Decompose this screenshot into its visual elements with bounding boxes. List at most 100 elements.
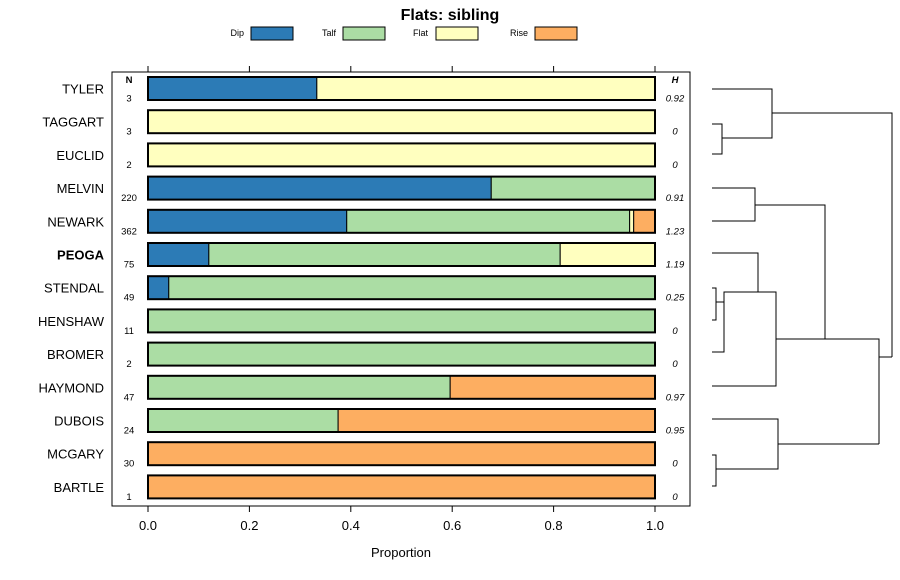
bar-outline-tyler — [147, 76, 656, 101]
n-value-dubois: 24 — [124, 426, 135, 437]
x-tick-label-5: 1.0 — [646, 518, 664, 533]
bar-segment-peoga-flat — [559, 242, 656, 267]
bar-outline-haymond — [147, 374, 656, 400]
x-axis-title: Proportion — [371, 545, 431, 560]
x-tick-label-1: 0.2 — [240, 518, 258, 533]
bar-segment-newark-talf — [346, 209, 631, 234]
legend-swatch-rise — [534, 26, 578, 41]
bar-outline-mcgary — [147, 441, 656, 467]
row-label-newark: NEWARK — [47, 214, 104, 229]
row-label-henshaw: HENSHAW — [38, 314, 105, 329]
row-label-bartle: BARTLE — [54, 480, 105, 495]
h-value-peoga: 1.19 — [666, 260, 685, 271]
bar-outline-newark — [147, 208, 656, 234]
row-tyler: TYLER 3 0.92 — [62, 76, 685, 105]
h-value-stendal: 0.25 — [666, 293, 685, 304]
legend-swatch-talf — [342, 26, 386, 41]
n-value-bromer: 2 — [126, 359, 131, 370]
row-label-stendal: STENDAL — [44, 281, 104, 296]
bar-segment-bromer-talf — [147, 342, 656, 367]
bar-segment-stendal-talf — [168, 275, 656, 300]
legend-label-talf: Talf — [322, 28, 337, 38]
legend-swatch-flat — [435, 26, 479, 41]
dendrogram-branch-1 — [772, 112, 893, 357]
x-tick-label-0: 0.0 — [139, 518, 157, 533]
dendrogram-branch-6 — [712, 418, 779, 487]
h-value-newark: 1.23 — [666, 226, 685, 237]
row-dubois: DUBOIS 24 0.95 — [54, 408, 685, 437]
row-label-haymond: HAYMOND — [39, 380, 104, 395]
h-value-euclid: 0 — [672, 160, 678, 171]
row-label-bromer: BROMER — [47, 347, 104, 362]
row-label-euclid: EUCLID — [56, 148, 104, 163]
top-axis-ticks — [147, 66, 656, 72]
x-tick-label-2: 0.4 — [342, 518, 360, 533]
dendrogram-branch-4 — [712, 291, 777, 387]
n-value-henshaw: 11 — [124, 326, 134, 337]
n-value-taggart: 3 — [126, 127, 131, 138]
h-value-taggart: 0 — [672, 127, 678, 138]
bar-outline-peoga — [147, 242, 656, 267]
bar-segment-bartle-rise — [147, 474, 656, 499]
bar-segment-newark-rise — [633, 209, 656, 234]
legend-label-rise: Rise — [510, 28, 528, 38]
bar-segment-tyler-dip — [147, 76, 318, 101]
dendrogram-branch-0 — [712, 88, 773, 155]
bar-outline-bartle — [147, 474, 656, 500]
row-stendal: STENDAL 49 0.25 — [44, 275, 685, 304]
row-bromer: BROMER 2 0 — [47, 341, 678, 370]
bar-segment-mcgary-rise — [147, 441, 656, 466]
n-value-bartle: 1 — [126, 492, 131, 503]
x-axis: 0.0 0.2 0.4 0.6 0.8 1.0 — [139, 506, 664, 533]
n-value-melvin: 220 — [121, 193, 137, 204]
bar-segment-henshaw-talf — [147, 308, 656, 333]
legend-swatch-dip — [250, 26, 294, 41]
h-value-haymond: 0.97 — [666, 392, 685, 403]
h-value-bromer: 0 — [672, 359, 678, 370]
bar-outline-melvin — [147, 175, 656, 201]
n-value-mcgary: 30 — [124, 459, 135, 470]
bar-segment-peoga-dip — [147, 242, 210, 267]
row-label-mcgary: MCGARY — [47, 447, 104, 462]
bar-segment-newark-dip — [147, 209, 348, 234]
row-henshaw: HENSHAW 11 0 — [38, 308, 678, 337]
row-label-melvin: MELVIN — [57, 181, 104, 196]
h-column-header: H — [672, 75, 680, 86]
legend-label-flat: Flat — [413, 28, 429, 38]
bar-outline-taggart — [147, 109, 656, 135]
row-haymond: HAYMOND 47 0.97 — [39, 374, 685, 403]
bar-outline-bromer — [147, 341, 656, 367]
h-value-mcgary: 0 — [672, 459, 678, 470]
row-melvin: MELVIN 220 0.91 — [57, 175, 685, 204]
h-value-dubois: 0.95 — [666, 426, 685, 437]
bar-segment-peoga-talf — [208, 242, 561, 267]
bar-segment-haymond-talf — [147, 375, 451, 400]
n-value-peoga: 75 — [124, 260, 135, 271]
bar-segment-euclid-flat — [147, 142, 656, 167]
n-value-haymond: 47 — [124, 392, 135, 403]
bar-outline-euclid — [147, 142, 656, 168]
h-value-tyler: 0.92 — [666, 94, 685, 105]
row-label-taggart: TAGGART — [42, 115, 104, 130]
legend: Dip Talf Flat Rise — [230, 26, 578, 41]
dendrogram-branch-2 — [712, 187, 826, 339]
n-value-tyler: 3 — [126, 94, 131, 105]
bar-segment-newark-flat — [629, 209, 635, 234]
h-value-bartle: 0 — [672, 492, 678, 503]
x-tick-label-4: 0.8 — [545, 518, 563, 533]
n-value-stendal: 49 — [124, 293, 135, 304]
row-bartle: BARTLE 1 0 — [54, 474, 678, 503]
bar-segment-haymond-rise — [449, 375, 656, 400]
bar-segment-taggart-flat — [147, 109, 656, 134]
dendrogram-branch-3 — [712, 252, 759, 353]
dendrogram — [712, 88, 893, 487]
bar-segment-dubois-talf — [147, 408, 339, 433]
bar-outline-dubois — [147, 408, 656, 433]
bar-segment-melvin-talf — [490, 176, 656, 201]
plot-frame — [111, 71, 691, 507]
h-value-melvin: 0.91 — [666, 193, 685, 204]
n-value-euclid: 2 — [126, 160, 131, 171]
row-newark: NEWARK 362 1.23 — [47, 208, 685, 237]
